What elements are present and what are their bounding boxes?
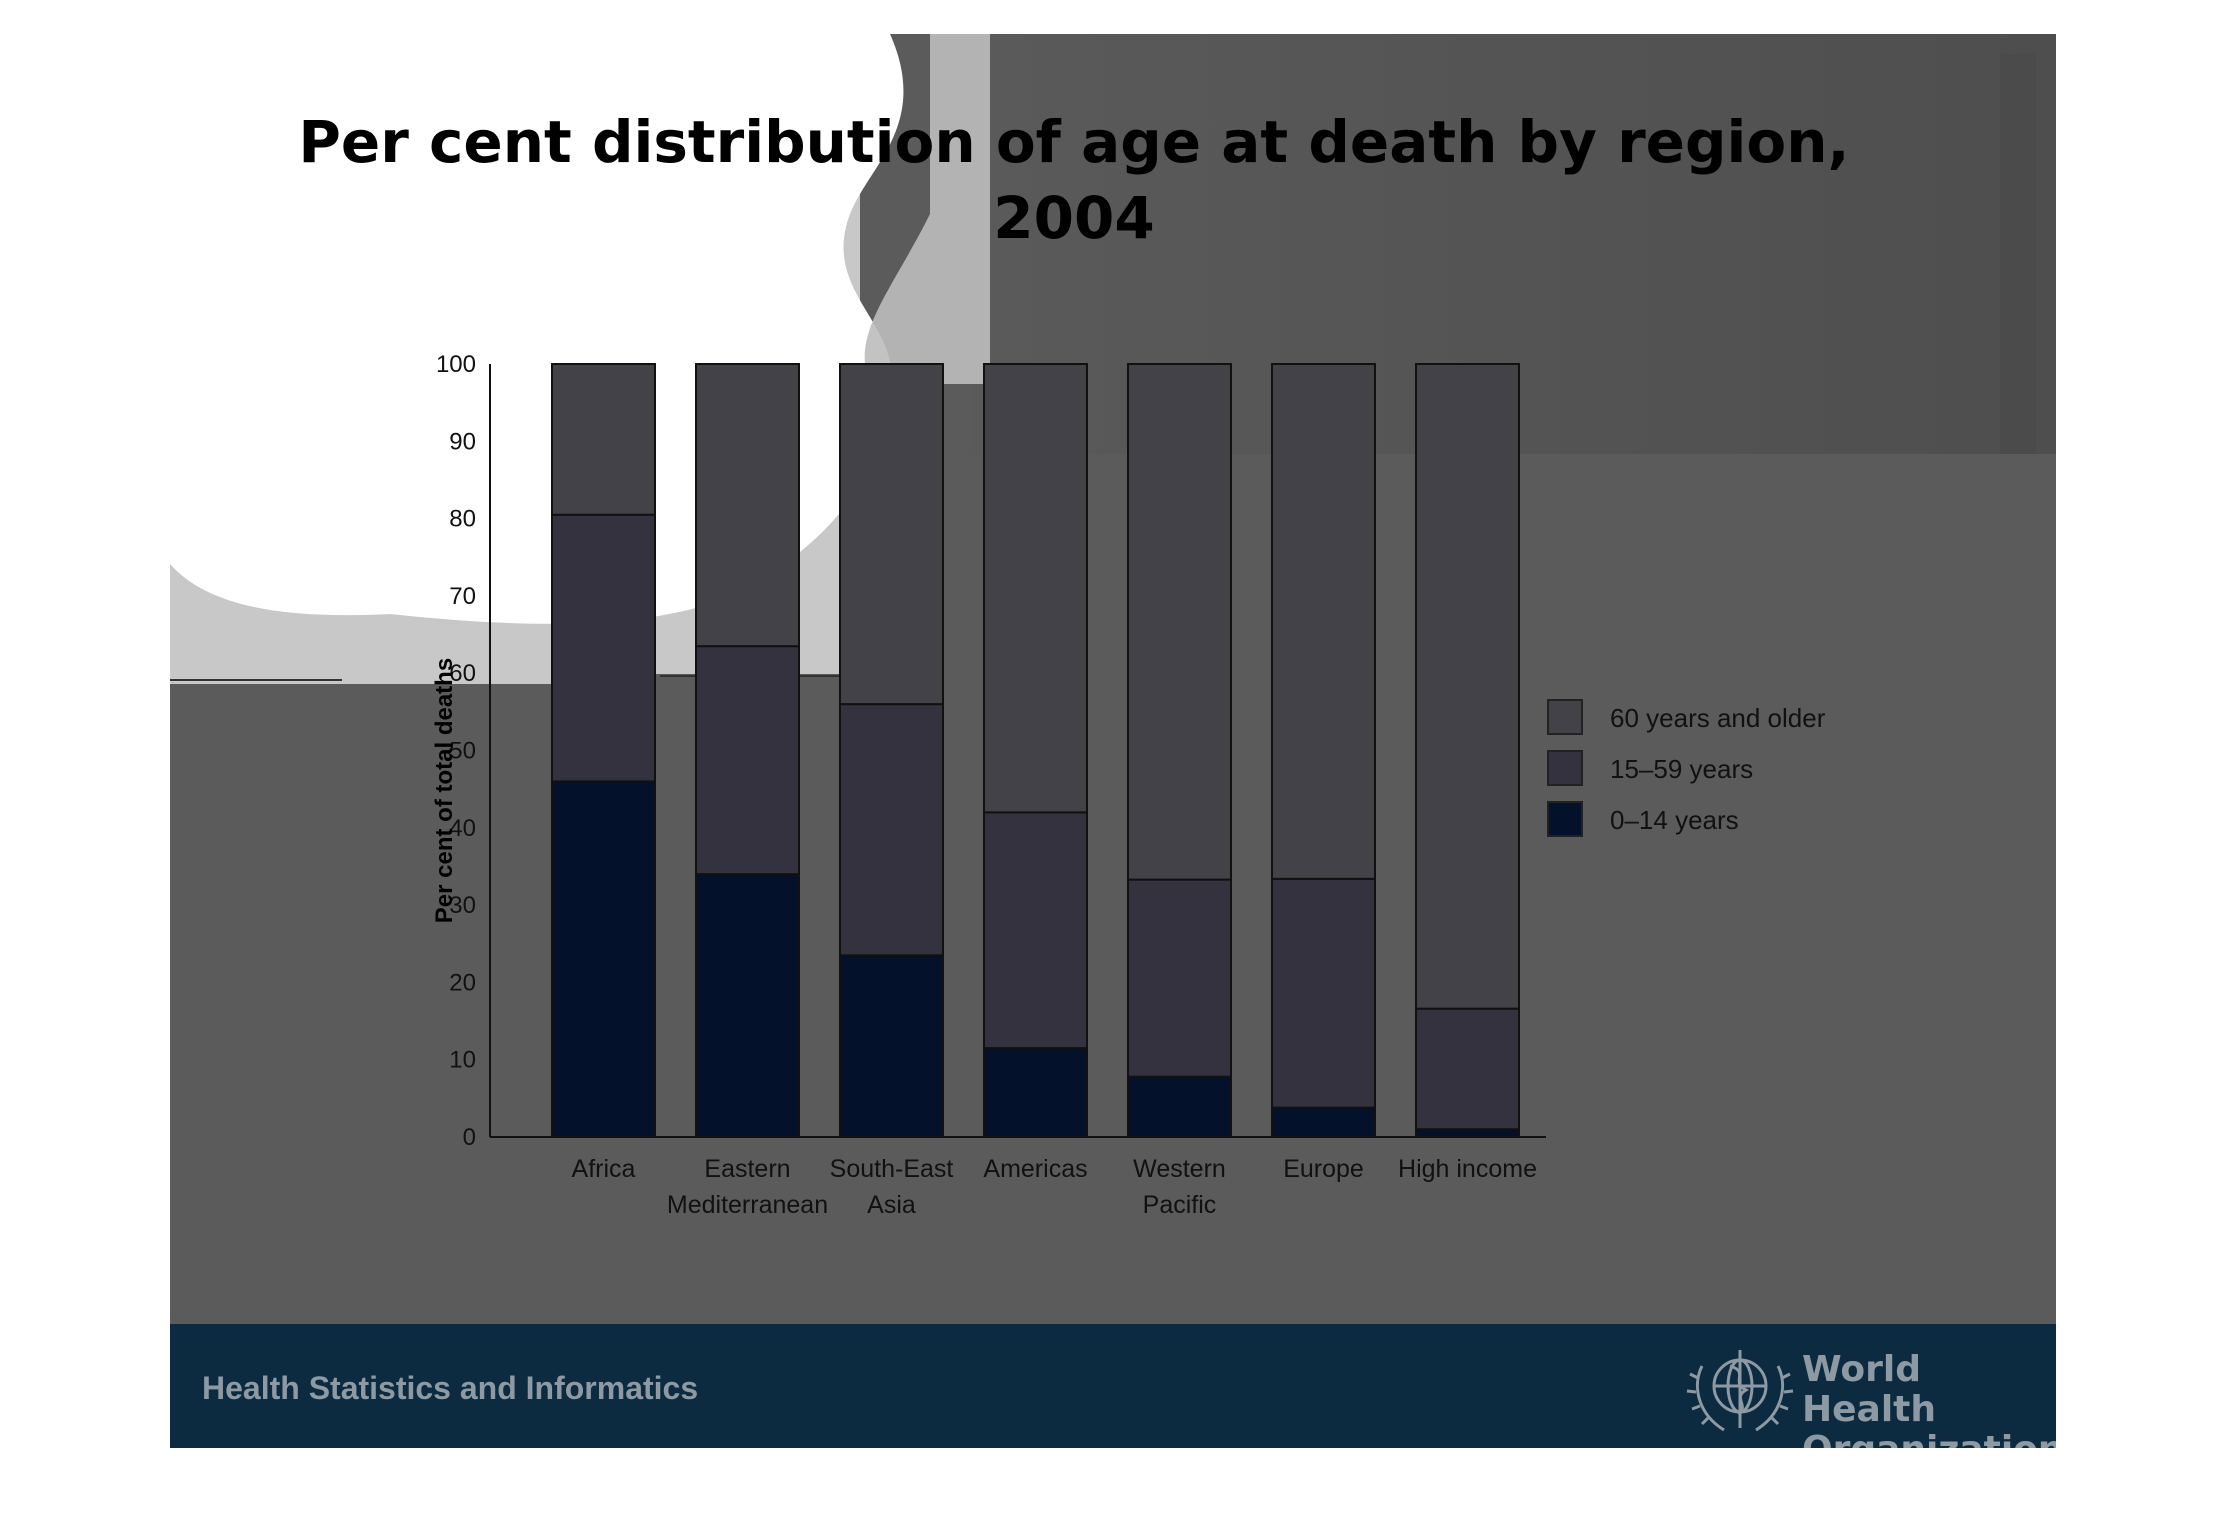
bar-segment [983, 363, 1088, 814]
bar-segment [551, 513, 656, 783]
bar-segment [551, 780, 656, 1138]
x-tick-label: Americas [983, 1155, 1087, 1183]
bar-segment [1415, 1007, 1520, 1131]
bar-segment [1271, 877, 1376, 1109]
x-tick-label: High income [1398, 1155, 1537, 1183]
y-tick-label: 50 [449, 738, 476, 765]
bar-segment [1127, 363, 1232, 881]
y-tick-label: 60 [449, 660, 476, 687]
who-emblem-icon [1686, 1350, 1794, 1432]
chart-title: Per cent distribution of age at death by… [170, 104, 1978, 256]
y-tick-label: 30 [449, 892, 476, 919]
bar-segment [839, 703, 944, 957]
x-tick-label: Asia [867, 1191, 916, 1219]
legend-swatch [1547, 801, 1583, 837]
bar-segment [1271, 363, 1376, 880]
x-tick-label: Europe [1283, 1155, 1364, 1183]
bar-segment [695, 873, 800, 1138]
bar-segment [1415, 363, 1520, 1010]
x-tick-label: Mediterranean [667, 1191, 828, 1219]
bar-segment [983, 811, 1088, 1050]
y-tick-label: 40 [449, 815, 476, 842]
y-tick-label: 80 [449, 506, 476, 533]
who-logo-text-line-1: World Health [1802, 1349, 1937, 1430]
legend-swatch [1547, 750, 1583, 786]
y-tick-label: 90 [449, 428, 476, 455]
bar-segment [1271, 1106, 1376, 1138]
y-tick-label: 0 [463, 1124, 476, 1151]
legend-swatch [1547, 699, 1583, 735]
legend-label: 60 years and older [1610, 703, 1826, 733]
bar-segment [1127, 1075, 1232, 1139]
who-logo-text-line-2: Organization [1802, 1430, 2056, 1449]
x-tick-label: South-East [830, 1155, 954, 1183]
slide-background-graphic [170, 34, 2056, 1448]
footer-text: Health Statistics and Informatics [202, 1370, 699, 1406]
bar-segment [1127, 878, 1232, 1078]
x-tick-label: Pacific [1143, 1191, 1217, 1219]
bar-segment [983, 1047, 1088, 1138]
footer-bar: Health Statistics and Informatics World … [170, 1324, 2056, 1448]
bar-segment [551, 363, 656, 516]
x-tick-label: Eastern [704, 1155, 790, 1183]
bar-segment [695, 363, 800, 648]
slide: Per cent distribution of age at death by… [170, 34, 2056, 1448]
y-tick-label: 10 [449, 1047, 476, 1074]
y-tick-label: 100 [436, 351, 476, 378]
x-tick-label: Africa [572, 1155, 636, 1183]
x-tick-label: Western [1133, 1155, 1226, 1183]
legend-label: 0–14 years [1610, 805, 1739, 835]
stacked-bar-chart: 0 10 20 30 40 50 60 70 80 90 100 Per cent of total … [431, 351, 1826, 1219]
y-tick-label: 70 [449, 583, 476, 610]
y-tick-label: 20 [449, 969, 476, 996]
who-logo-text: World Health Organization [1802, 1349, 2056, 1449]
chart-title-line-2: 2004 [993, 184, 1155, 252]
legend-label: 15–59 years [1610, 754, 1753, 784]
bar-segment [839, 363, 944, 706]
bar-segment [1415, 1128, 1520, 1139]
bar-segment [839, 954, 944, 1138]
y-axis-label: Per cent of total deaths [431, 658, 458, 923]
chart-title-line-1: Per cent distribution of age at death by… [298, 108, 1850, 176]
bar-segment [695, 645, 800, 876]
